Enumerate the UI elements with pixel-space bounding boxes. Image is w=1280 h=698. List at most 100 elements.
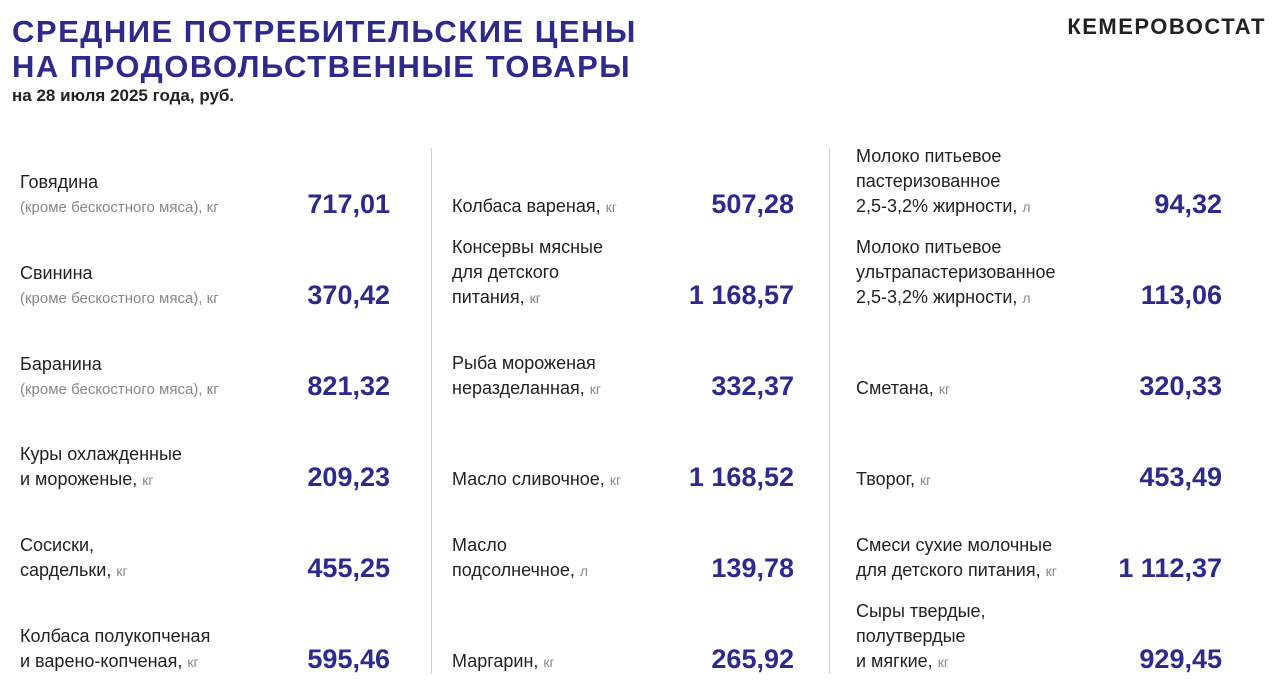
product-name-text: для детского питания, <box>856 560 1041 580</box>
price-item: Баранина (кроме бескостного мяса), кг 821,… <box>20 324 390 414</box>
product-name-line: Смеси сухие молочные <box>856 533 1136 558</box>
product-name-text: Молоко питьевое <box>856 237 1002 257</box>
product-name-text: 2,5-3,2% жирности, <box>856 287 1018 307</box>
product-name-line: и варено-копченая, кг <box>20 649 300 675</box>
product-name-text: Свинина <box>20 263 93 283</box>
product-name-line: для детского питания, кг <box>856 558 1136 584</box>
product-name-text: Говядина <box>20 172 99 192</box>
product-name-text: неразделанная, <box>452 378 585 398</box>
unit-label: кг <box>919 472 932 488</box>
product-name-text: Куры охлажденные <box>20 444 182 464</box>
product-note: (кроме бескостного мяса), кг <box>20 199 219 216</box>
product-name-text: Баранина <box>20 354 102 374</box>
price-item: Колбаса вареная, кг 507,28 <box>452 142 794 232</box>
brand-logo: КЕМЕРОВОСТАТ <box>1067 14 1266 39</box>
product-name-line: Колбаса полукопченая <box>20 624 300 649</box>
product-name-text: Колбаса полукопченая <box>20 626 211 646</box>
title-line-2: НА ПРОДОВОЛЬСТВЕННЫЕ ТОВАРЫ <box>12 49 632 84</box>
product-name-text: Смеси сухие молочные <box>856 535 1053 555</box>
product-name-line: 2,5-3,2% жирности, л <box>856 194 1136 220</box>
price-item: Куры охлажденные и мороженые, кг 209,23 <box>20 415 390 505</box>
product-name: Сыры твердые, полутвердые и мягкие, кг <box>856 599 1136 675</box>
product-name-text: Колбаса вареная, <box>452 196 601 216</box>
product-name-text: и мягкие, <box>856 651 933 671</box>
price-value: 821,32 <box>307 371 390 401</box>
product-name-text: питания, <box>452 287 525 307</box>
product-name: Маргарин, кг <box>452 649 732 675</box>
price-value: 94,32 <box>1154 189 1222 219</box>
price-item: Смеси сухие молочные для детского питания… <box>856 506 1222 596</box>
product-name-line: неразделанная, кг <box>452 376 732 402</box>
page-subtitle: на 28 июля 2025 года, руб. <box>12 86 235 105</box>
price-item: Свинина (кроме бескостного мяса), кг 370,4… <box>20 233 390 323</box>
product-name-line: Рыба мороженая <box>452 351 732 376</box>
product-name-line: Сметана, кг <box>856 376 1136 402</box>
unit-label: л <box>579 563 589 579</box>
price-value: 929,45 <box>1139 644 1222 674</box>
product-name-text: Творог, <box>856 469 915 489</box>
product-name-line: Молоко питьевое <box>856 144 1136 169</box>
product-name-line: Колбаса вареная, кг <box>452 194 732 220</box>
product-name-line: Молоко питьевое <box>856 235 1136 260</box>
product-name-line: питания, кг <box>452 285 732 311</box>
product-name-line: и мягкие, кг <box>856 649 1136 675</box>
product-name: Колбаса вареная, кг <box>452 194 732 220</box>
product-name: Молоко питьевое ультрапастеризованное 2,5-… <box>856 235 1136 311</box>
product-name-text: подсолнечное, <box>452 560 575 580</box>
product-name: Свинина (кроме бескостного мяса), кг <box>20 261 300 311</box>
product-name-line: и мороженые, кг <box>20 467 300 493</box>
page-title: СРЕДНИЕ ПОТРЕБИТЕЛЬСКИЕ ЦЕНЫ НА ПРОДОВОЛ… <box>12 14 637 84</box>
product-name-text: для детского <box>452 262 559 282</box>
price-value: 265,92 <box>711 644 794 674</box>
product-name: Баранина (кроме бескостного мяса), кг <box>20 352 300 402</box>
product-name: Смеси сухие молочные для детского питания… <box>856 533 1136 584</box>
price-item: Молоко питьевое пастеризованное 2,5-3,2% ж… <box>856 142 1222 232</box>
product-name-text: Сыры твердые, <box>856 601 986 621</box>
product-name-text: 2,5-3,2% жирности, <box>856 196 1018 216</box>
product-name-line: Масло <box>452 533 732 558</box>
product-name: Говядина (кроме бескостного мяса), кг <box>20 170 300 220</box>
unit-label: кг <box>1045 563 1057 579</box>
price-value: 595,46 <box>307 644 390 674</box>
unit-label: кг <box>116 563 128 579</box>
product-name-line: ультрапастеризованное <box>856 260 1136 285</box>
product-name-text: Молоко питьевое <box>856 146 1002 166</box>
product-name-text: Масло <box>452 535 507 555</box>
price-value: 1 168,52 <box>688 462 794 492</box>
product-name-line: пастеризованное <box>856 169 1136 194</box>
price-value: 113,06 <box>1140 280 1222 310</box>
unit-label: л <box>1022 199 1031 215</box>
price-item: Сосиски, сардельки, кг 455,25 <box>20 506 390 596</box>
product-name-text: и варено-копченая, <box>20 651 183 671</box>
product-name-text: и мороженые, <box>20 469 138 489</box>
product-name-text: Консервы мясные <box>452 237 603 257</box>
product-name: Сосиски, сардельки, кг <box>20 533 300 584</box>
product-name-line: сардельки, кг <box>20 558 300 584</box>
product-name-line: для детского <box>452 260 732 285</box>
unit-label: кг <box>529 290 541 306</box>
price-item: Молоко питьевое ультрапастеризованное 2,5-… <box>856 233 1222 323</box>
price-item: Масло сливочное, кг 1 168,52 <box>452 415 794 505</box>
product-name-line: Масло сливочное, кг <box>452 467 732 493</box>
product-note: (кроме бескостного мяса), кг <box>20 290 219 307</box>
product-name-text: Сметана, <box>856 378 934 398</box>
product-name-line: Маргарин, кг <box>452 649 732 675</box>
product-note: (кроме бескостного мяса), кг <box>20 381 219 398</box>
unit-label: л <box>1022 290 1031 306</box>
product-name: Масло подсолнечное, л <box>452 533 732 584</box>
price-value: 717,01 <box>307 189 390 219</box>
price-value: 332,37 <box>711 371 794 401</box>
product-name-text: Сосиски, <box>20 535 94 555</box>
price-item: Масло подсолнечное, л 139,78 <box>452 506 794 596</box>
unit-label: кг <box>605 199 617 215</box>
unit-label: кг <box>187 654 199 670</box>
price-item: Сметана, кг 320,33 <box>856 324 1222 414</box>
product-name-line: Куры охлажденные <box>20 442 300 467</box>
title-line-1: СРЕДНИЕ ПОТРЕБИТЕЛЬСКИЕ ЦЕНЫ <box>12 14 637 49</box>
product-name: Сметана, кг <box>856 376 1136 402</box>
product-name: Куры охлажденные и мороженые, кг <box>20 442 300 493</box>
product-name: Молоко питьевое пастеризованное 2,5-3,2% ж… <box>856 144 1136 220</box>
unit-label: кг <box>609 472 622 488</box>
price-item: Сыры твердые, полутвердые и мягкие, кг 929,… <box>856 597 1222 687</box>
price-value: 507,28 <box>711 189 794 219</box>
